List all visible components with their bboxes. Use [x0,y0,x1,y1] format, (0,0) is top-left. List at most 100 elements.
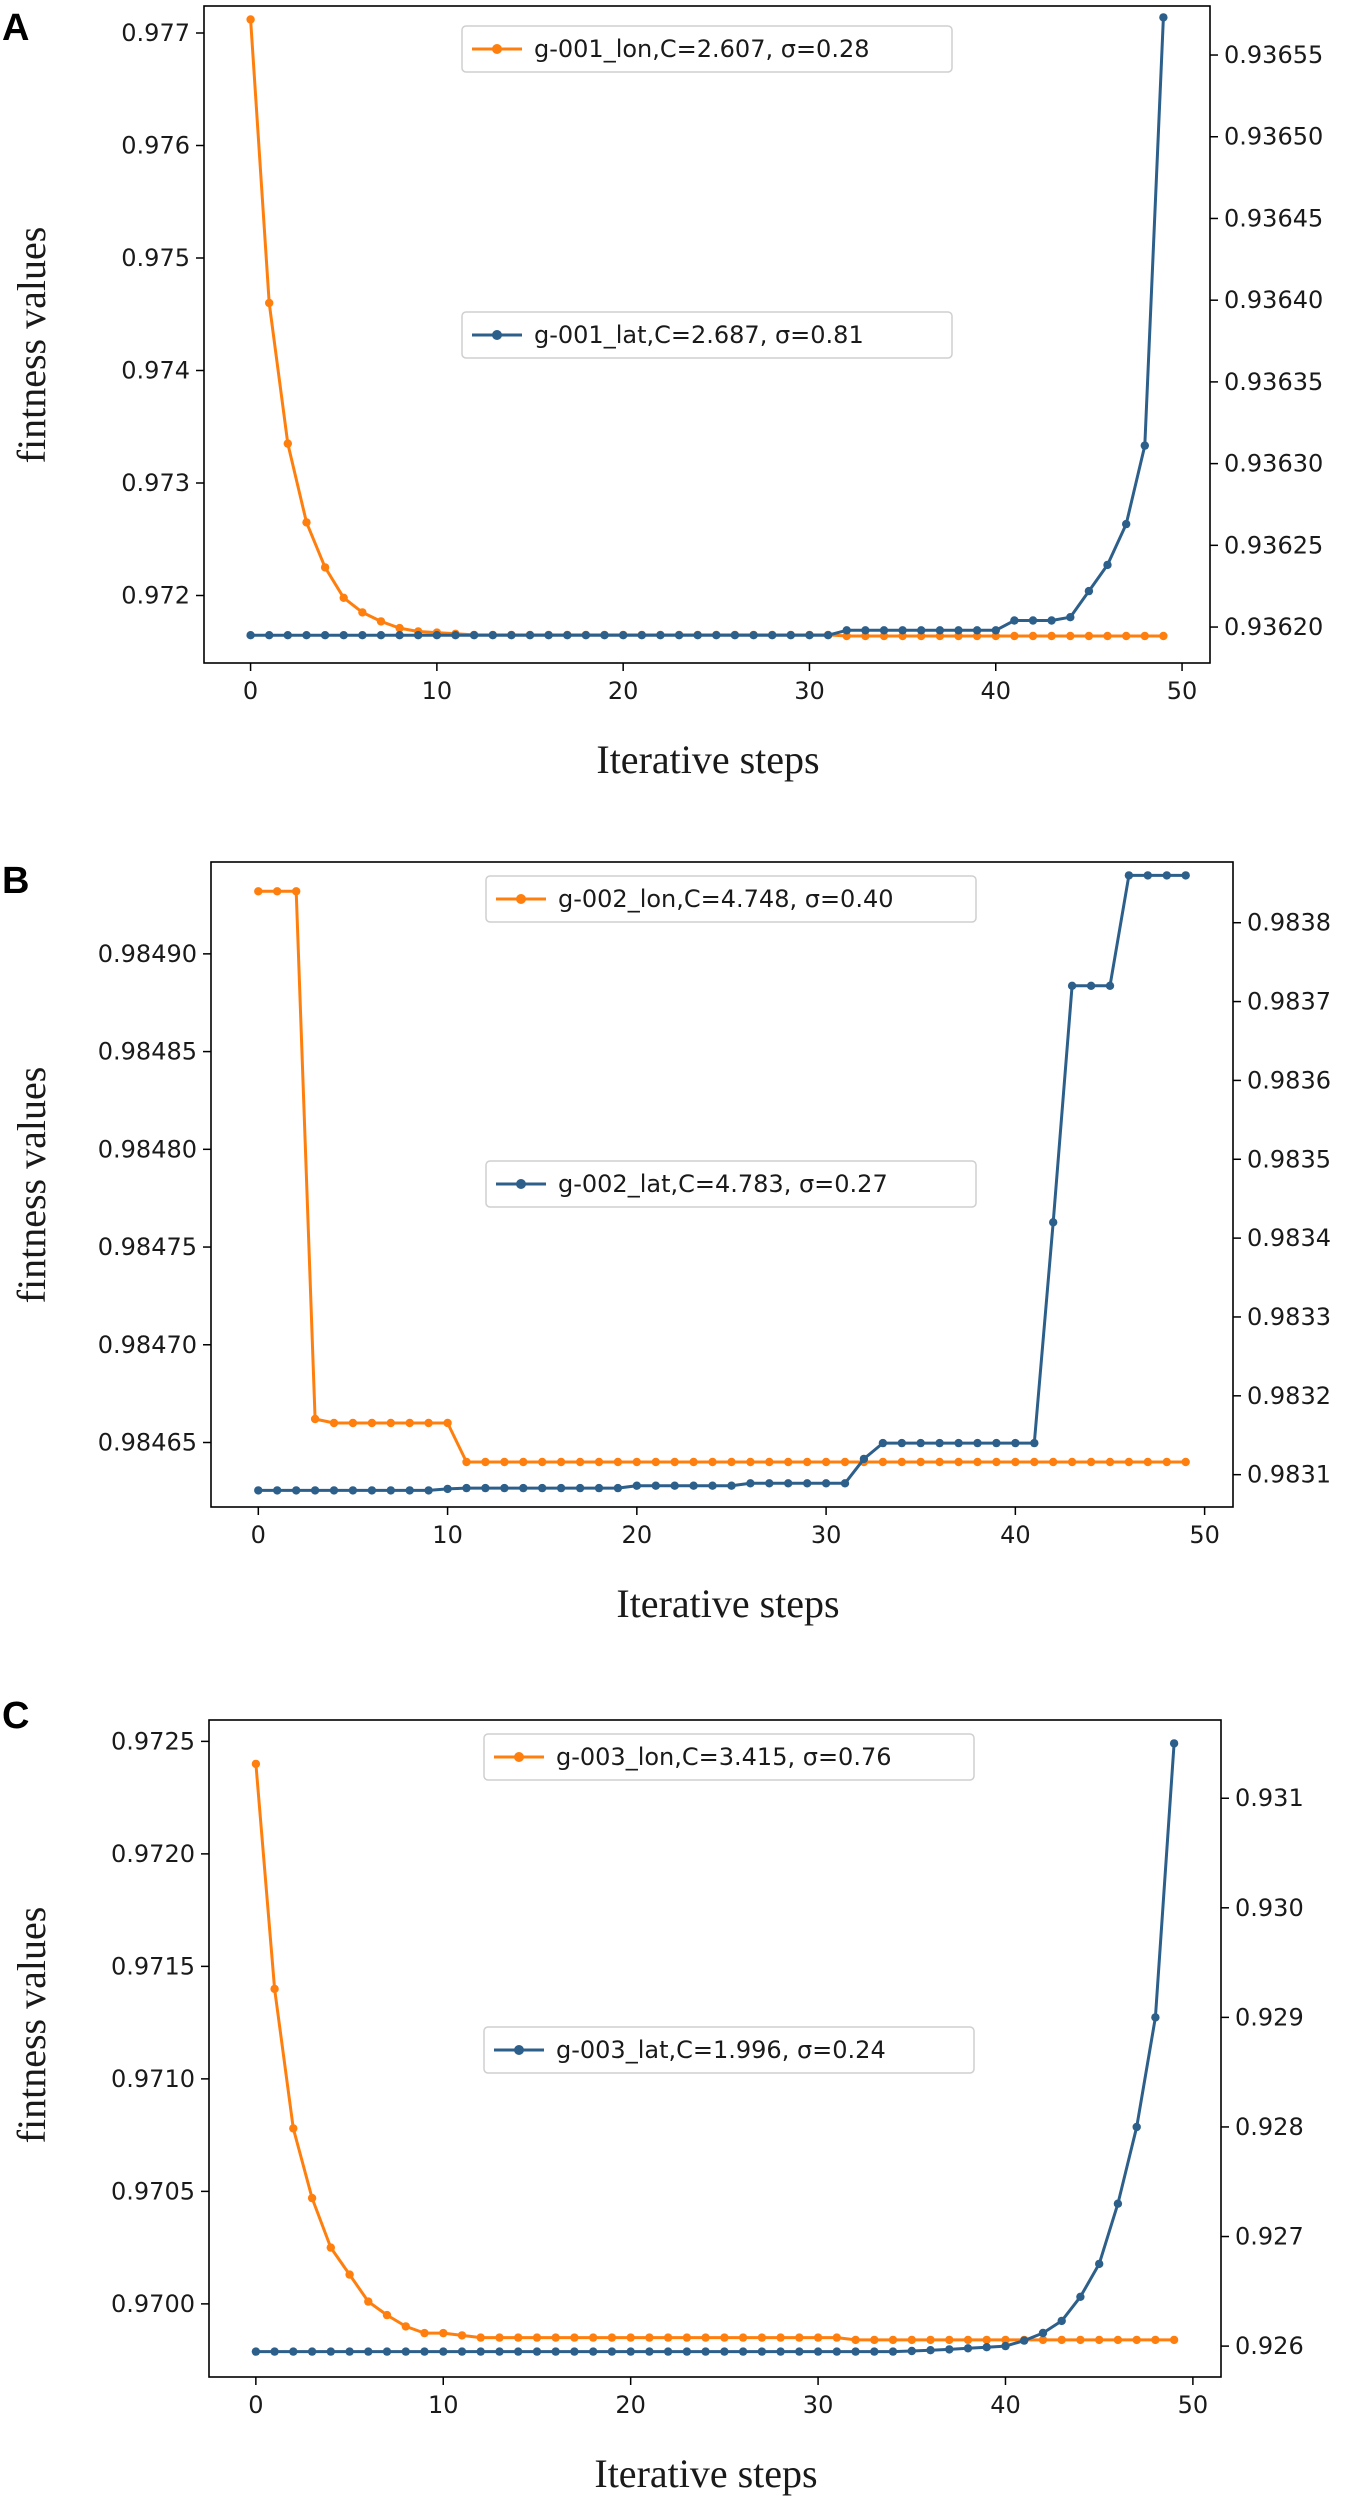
data-point-lat [1057,2316,1066,2326]
data-point-lon [784,1457,793,1467]
data-point-lon [270,1984,279,1994]
data-point-lon [607,2333,617,2342]
right-tick-label: 0.9831 [1247,1461,1331,1489]
data-point-lat [500,1483,509,1493]
data-point-lat [525,631,535,640]
data-point-lat [1038,2328,1048,2338]
data-point-lon [382,2310,392,2320]
data-point-lon [1169,2335,1179,2345]
legend-marker-lat [492,330,502,340]
data-point-lon [532,2333,542,2342]
data-point-lat [395,631,404,640]
data-point-lat [935,626,945,635]
data-point-lon [345,2270,354,2279]
data-point-lat [888,2347,898,2356]
data-point-lat [1151,2013,1160,2022]
x-tick-label: 10 [432,1521,463,1549]
data-point-lat [251,2347,261,2356]
data-point-lat [1181,871,1190,880]
data-point-lat [897,1438,906,1448]
left-tick-label: 0.976 [121,132,190,160]
x-tick-label: 50 [1189,1521,1220,1549]
x-tick-label: 40 [980,677,1011,705]
x-tick-label: 50 [1167,677,1198,705]
data-point-lat [682,2347,692,2356]
data-point-lon [720,2333,729,2342]
data-point-lon [746,1457,755,1467]
x-tick-label: 20 [615,2391,646,2419]
series-layer [251,1739,1179,2356]
x-tick-labels: 0 10 20 30 40 50 [243,663,1197,705]
data-point-lat [283,631,292,640]
left-tick-label: 0.9725 [111,1727,195,1755]
data-point-lat [851,2347,860,2356]
data-point-lon [945,2335,954,2345]
data-point-lat [326,2347,335,2356]
right-tick-label: 0.929 [1235,2003,1304,2031]
data-point-lat [637,631,646,640]
data-point-lat [663,2347,673,2356]
data-point-lat [495,2347,504,2356]
data-point-lat [674,631,684,640]
data-point-lat [1049,1218,1058,1227]
data-point-lon [982,2335,991,2345]
right-tick-label: 0.9838 [1247,909,1331,937]
plot-frame [210,861,1234,1508]
data-point-lat [926,2346,935,2355]
data-point-lon [1010,631,1019,641]
data-point-lat [532,2347,542,2356]
panel-a: A fintness values Iterative steps 0.9770… [2,5,1323,782]
data-point-lat [1159,13,1168,22]
series-layer [254,871,1190,1495]
panel-b: B fintness values Iterative steps 0.9849… [2,860,1331,1626]
left-tick-label: 0.98475 [98,1233,197,1261]
data-point-lat [1067,981,1077,990]
data-point-lat [982,2343,991,2352]
data-point-lon [689,1457,698,1467]
data-point-lon [439,2328,448,2338]
data-point-lat [1132,2122,1141,2132]
data-point-lon [1047,631,1056,641]
data-point-lat [1103,560,1112,570]
data-point-lat [607,2347,617,2356]
data-point-lon [251,1759,261,1769]
legend-label-lon: g-003_lon,C=3.415, σ=0.76 [556,1743,891,1771]
right-tick-label: 0.93640 [1224,286,1323,314]
data-point-lon [840,1457,850,1467]
data-point-lat [570,2347,579,2356]
data-point-lon [973,1457,982,1467]
right-tick-label: 0.928 [1235,2113,1304,2141]
data-point-lat [348,1486,358,1495]
data-point-lon [348,1418,358,1428]
left-tick-label: 0.9720 [111,1840,195,1868]
right-tick-label: 0.9836 [1247,1066,1331,1094]
right-tick-label: 0.93655 [1224,41,1323,69]
data-point-lon [1076,2335,1085,2345]
data-point-lat [246,631,255,640]
legend-label-lat: g-003_lat,C=1.996, σ=0.24 [556,2036,886,2064]
data-point-lat [310,1486,320,1495]
data-point-lon [514,2333,523,2342]
data-point-lon [878,1457,888,1467]
data-point-lat [613,1483,623,1493]
legend-box-lat [483,2026,975,2074]
data-point-lon [1151,2335,1160,2345]
data-point-lat [727,1481,736,1490]
right-tick-label: 0.9834 [1247,1224,1331,1252]
data-point-lon [424,1418,433,1428]
legend-lat: g-002_lat,C=4.783, σ=0.27 [485,1160,977,1208]
legend-box-lat [485,1160,977,1208]
left-tick-label: 0.98490 [98,940,197,968]
data-point-lat [551,2347,560,2356]
data-point-lon [795,2333,804,2342]
data-point-lat [972,626,982,635]
legend-box-lon [485,875,977,923]
data-point-lat [457,2347,467,2356]
data-point-lat [992,1438,1001,1448]
data-point-lat [594,1483,604,1493]
data-point-lat [439,2347,448,2356]
data-point-lat [320,631,330,640]
data-point-lon [1067,1457,1077,1467]
data-point-lat [861,626,870,635]
series-layer [246,13,1168,641]
